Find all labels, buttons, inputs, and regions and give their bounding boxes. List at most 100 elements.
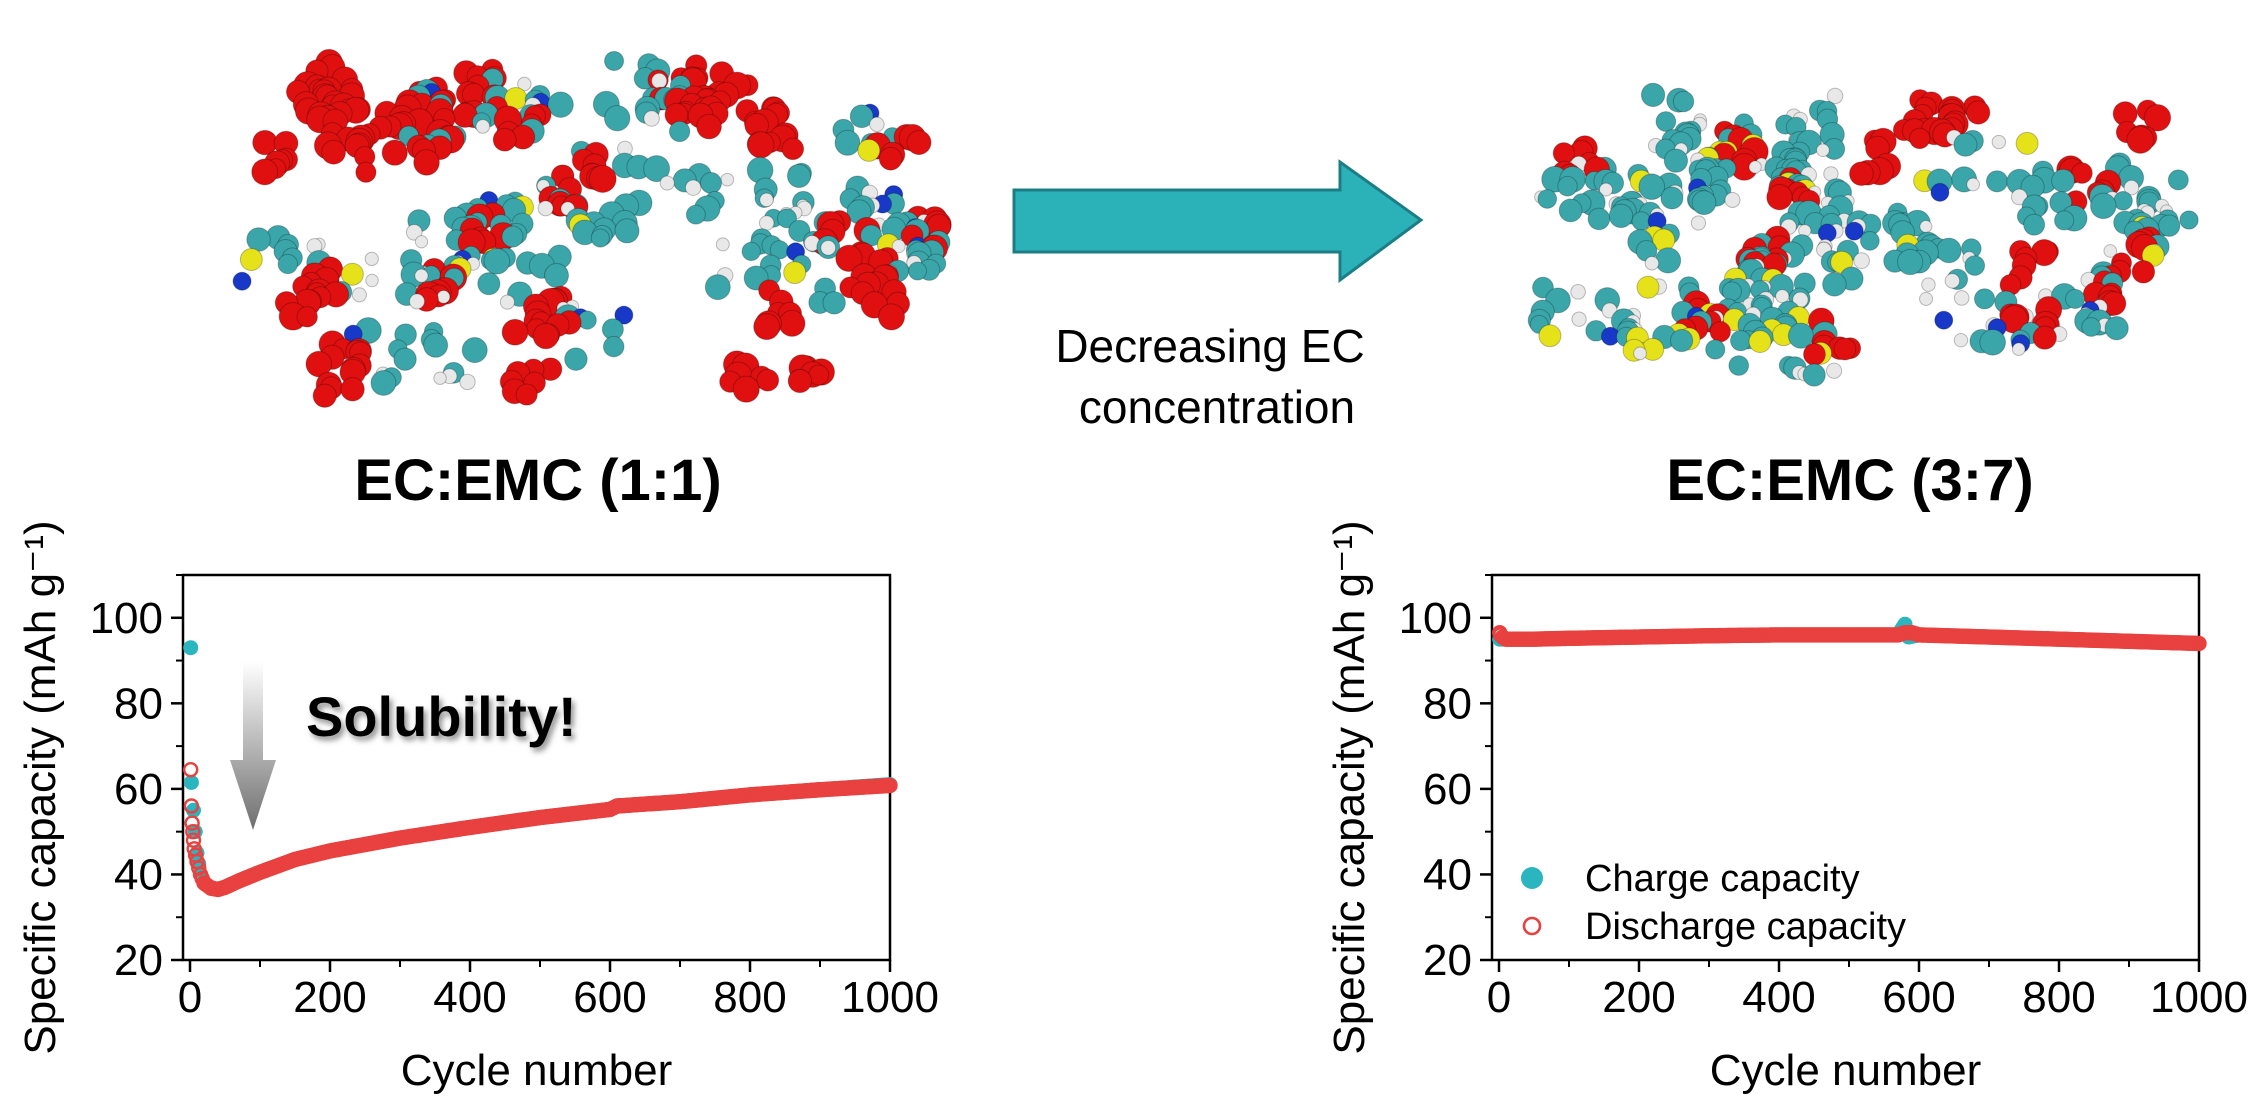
atom-sphere xyxy=(2015,131,2039,155)
atom-sphere xyxy=(696,113,722,140)
atom-sphere xyxy=(1748,160,1762,174)
x-tick-label: 200 xyxy=(1602,973,1675,1022)
legend-charge-marker xyxy=(1521,867,1543,889)
atom-sphere xyxy=(822,291,846,315)
atom-sphere xyxy=(747,131,775,159)
atom-sphere xyxy=(351,287,367,303)
atom-sphere xyxy=(704,274,731,301)
atom-sphere xyxy=(405,223,423,241)
atom-sphere xyxy=(2158,214,2181,237)
atom-sphere xyxy=(643,155,671,183)
atom-sphere xyxy=(1766,184,1793,211)
atom-sphere xyxy=(408,293,426,310)
legend-charge-label: Charge capacity xyxy=(1585,858,1860,900)
atom-sphere xyxy=(1991,134,2007,150)
legend: Charge capacity Discharge capacity xyxy=(1521,858,1906,948)
atom-sphere xyxy=(1705,339,1726,360)
atom-sphere xyxy=(1973,288,1996,310)
atom-sphere xyxy=(2011,342,2026,356)
atom-sphere xyxy=(1730,329,1752,352)
y-tick-label: 20 xyxy=(114,936,163,985)
atom-sphere xyxy=(296,306,318,328)
atom-sphere xyxy=(2023,213,2046,236)
plot-frame xyxy=(181,573,892,962)
atom-sphere xyxy=(475,119,491,134)
atom-sphere xyxy=(483,247,511,275)
atom-sphere xyxy=(340,377,365,402)
atom-sphere xyxy=(1538,324,1562,348)
atom-sphere xyxy=(251,158,279,186)
atom-sphere xyxy=(1816,143,1830,158)
atom-sphere xyxy=(1587,207,1611,231)
atom-sphere xyxy=(1964,255,1986,276)
atom-sphere xyxy=(668,120,691,143)
atom-sphere xyxy=(2081,317,2102,337)
discharge-point xyxy=(185,832,202,848)
atom-sphere xyxy=(340,262,364,286)
atom-sphere xyxy=(1936,237,1962,264)
series-discharge xyxy=(182,761,898,898)
atom-sphere xyxy=(321,139,347,165)
atom-sphere xyxy=(1802,363,1826,387)
atom-sphere xyxy=(1691,190,1717,216)
atom-sphere xyxy=(1826,362,1843,379)
atom-sphere xyxy=(878,146,903,171)
atom-sphere xyxy=(1599,182,1613,197)
atom-sphere xyxy=(1690,215,1707,231)
right-panel-title: EC:EMC (3:7) xyxy=(1666,448,2033,513)
atom-sphere xyxy=(651,72,668,89)
atom-sphere xyxy=(1654,247,1682,274)
atom-sphere xyxy=(544,262,570,288)
atom-sphere xyxy=(1787,322,1814,349)
atom-sphere xyxy=(2179,210,2199,230)
atom-sphere xyxy=(461,337,488,364)
chart-ec-emc-3-7: 0 200 400 600 800 1000 20 40 60 80 100 Cycle number… xyxy=(1325,520,2248,1095)
atom-sphere xyxy=(414,268,429,283)
x-tick-label: 800 xyxy=(713,973,786,1022)
series-discharge xyxy=(1491,625,2207,652)
x-tick-label: 1000 xyxy=(2150,973,2248,1022)
atom-sphere xyxy=(1844,221,1864,241)
atom-sphere xyxy=(1953,132,1978,157)
y-tick-label: 20 xyxy=(1423,936,1472,985)
atom-sphere xyxy=(835,244,863,272)
atom-sphere xyxy=(1636,275,1660,299)
atom-sphere xyxy=(2167,169,2189,191)
atom-sphere xyxy=(1672,90,1695,113)
atom-sphere xyxy=(604,105,631,132)
atom-sphere xyxy=(1953,332,1969,348)
atom-sphere xyxy=(753,313,781,341)
atom-sphere xyxy=(1721,281,1742,302)
atom-sphere xyxy=(564,347,588,371)
atom-sphere xyxy=(857,138,881,162)
x-tick-label: 600 xyxy=(1882,973,1955,1022)
atom-sphere xyxy=(590,228,610,248)
y-tick-label: 40 xyxy=(1423,850,1472,899)
atom-sphere xyxy=(1979,328,2006,356)
atom-sphere xyxy=(1944,273,1961,289)
atom-sphere xyxy=(1985,170,2009,193)
atom-sphere xyxy=(492,127,517,152)
atom-sphere xyxy=(781,137,805,161)
y-tick-label: 80 xyxy=(1423,679,1472,728)
atom-sphere xyxy=(459,373,476,391)
atom-sphere xyxy=(413,149,440,176)
discharge-point xyxy=(185,823,201,840)
atom-sphere xyxy=(588,164,617,193)
x-tick-label: 800 xyxy=(2022,973,2095,1022)
atom-sphere xyxy=(1670,328,1694,353)
atom-sphere xyxy=(1919,219,1933,234)
y-tick-label: 40 xyxy=(114,850,163,899)
atom-sphere xyxy=(1537,189,1558,209)
atom-sphere xyxy=(436,290,451,304)
atom-sphere xyxy=(433,371,447,385)
atom-sphere xyxy=(1822,272,1847,297)
atom-sphere xyxy=(2090,192,2117,220)
solubility-annotation: Solubility! xyxy=(306,685,577,748)
atom-sphere xyxy=(820,239,837,256)
atom-sphere xyxy=(1921,277,1936,292)
atom-sphere xyxy=(684,179,702,196)
atom-sphere xyxy=(1660,186,1684,210)
atom-sphere xyxy=(2051,168,2075,193)
y-tick-label: 100 xyxy=(90,594,163,643)
